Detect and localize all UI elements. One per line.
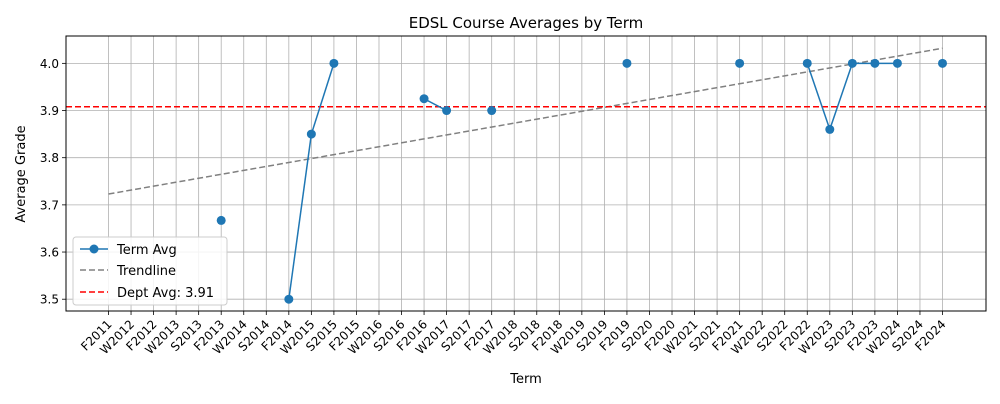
x-axis-label: Term bbox=[509, 372, 542, 387]
y-tick-label: 3.6 bbox=[40, 246, 59, 260]
term-avg-point bbox=[284, 294, 294, 304]
term-avg-point bbox=[216, 215, 226, 225]
term-avg-segment bbox=[829, 63, 854, 130]
term-avg-point bbox=[419, 94, 429, 104]
chart-title: EDSL Course Averages by Term bbox=[409, 14, 644, 32]
term-avg-point bbox=[622, 58, 632, 68]
y-tick-label: 3.7 bbox=[40, 198, 59, 212]
term-avg-point bbox=[487, 106, 497, 116]
term-avg-segment bbox=[806, 63, 831, 130]
term-avg-point bbox=[735, 58, 745, 68]
term-avg-point bbox=[870, 58, 880, 68]
legend: Term Avg Trendline Dept Avg: 3.91 bbox=[72, 236, 228, 306]
y-tick-label: 3.8 bbox=[40, 151, 59, 165]
legend-dept-avg-label: Dept Avg: 3.91 bbox=[117, 286, 214, 301]
y-tick-label: 3.5 bbox=[40, 293, 59, 307]
y-axis-label: Average Grade bbox=[14, 125, 29, 222]
term-avg-point bbox=[825, 124, 835, 134]
plot-frame bbox=[65, 35, 987, 312]
legend-term-avg-marker bbox=[89, 244, 99, 254]
legend-trendline-label: Trendline bbox=[116, 264, 176, 279]
term-avg-segment bbox=[288, 134, 313, 300]
term-avg-point bbox=[442, 106, 452, 116]
term-avg-point bbox=[306, 129, 316, 139]
term-avg-point bbox=[892, 58, 902, 68]
trendline bbox=[108, 47, 943, 195]
legend-term-avg-label: Term Avg bbox=[116, 243, 177, 258]
legend-frame bbox=[72, 236, 228, 306]
term-avg-point bbox=[329, 58, 339, 68]
y-tick-label: 3.9 bbox=[40, 104, 59, 118]
y-tick-label: 4.0 bbox=[40, 57, 59, 71]
term-avg-segment bbox=[310, 63, 335, 135]
term-avg-point bbox=[847, 58, 857, 68]
term-avg-point bbox=[938, 58, 947, 68]
term-avg-point bbox=[802, 58, 812, 68]
